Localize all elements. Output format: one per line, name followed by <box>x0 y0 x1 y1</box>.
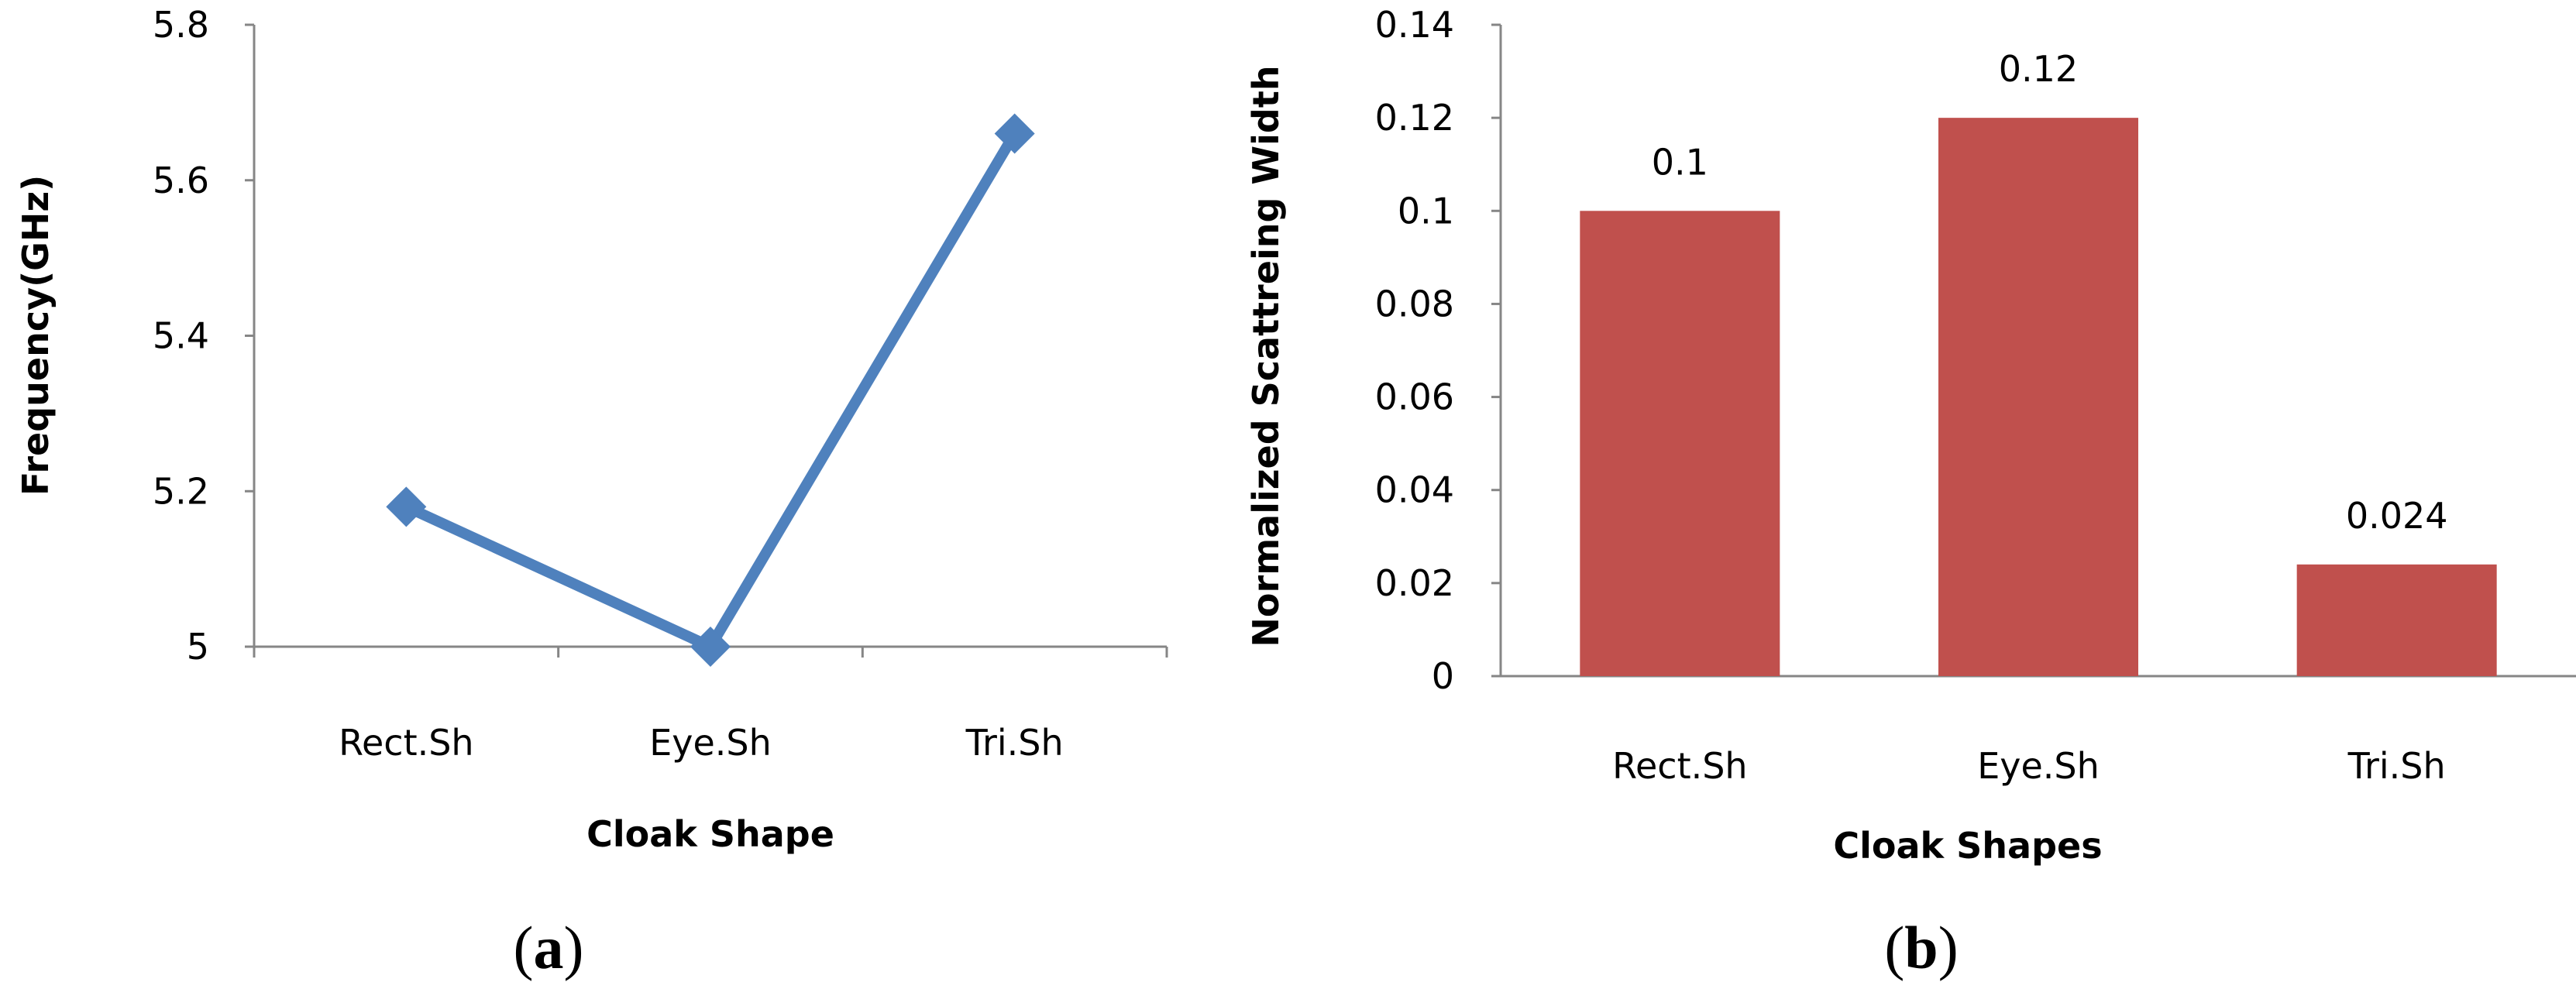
panel-label-open-paren: ( <box>1884 914 1904 981</box>
x-tick-label: Eye.Sh <box>649 722 772 764</box>
data-point-marker <box>994 113 1035 154</box>
x-tick-label: Tri.Sh <box>965 722 1064 764</box>
y-ticks: 0 0.02 0.04 0.06 0.08 0.1 0.12 0.14 <box>1375 4 1501 697</box>
panel-label-close-paren: ) <box>1938 914 1959 981</box>
y-tick-label: 0.02 <box>1375 562 1454 604</box>
y-tick-label: 0.1 <box>1398 190 1454 232</box>
y-axis-title: Frequency(GHz) <box>15 175 57 496</box>
y-tick-label: 0.04 <box>1375 469 1454 511</box>
line-series <box>386 113 1035 667</box>
y-ticks: 5 5.2 5.4 5.6 5.8 <box>153 4 254 668</box>
y-tick-label: 0.08 <box>1375 283 1454 325</box>
panel-label-letter: a <box>534 914 564 981</box>
bar-value-label: 0.12 <box>1999 48 2078 90</box>
bar-chart-panel: 0 0.02 0.04 0.06 0.08 0.1 0.12 0.14 0.1 0.12 0.02… <box>1245 4 2576 981</box>
bar-value-label: 0.024 <box>2346 495 2448 537</box>
x-axis-title: Cloak Shape <box>586 813 834 855</box>
y-tick-label: 5.2 <box>153 470 209 512</box>
y-tick-label: 0.06 <box>1375 376 1454 418</box>
panel-label-close-paren: ) <box>564 914 584 981</box>
x-tick-label: Tri.Sh <box>2347 745 2446 787</box>
x-ticks: Rect.Sh Eye.Sh Tri.Sh <box>1612 745 2446 787</box>
x-tick-label: Rect.Sh <box>1612 745 1748 787</box>
bar-series: 0.1 0.12 0.024 <box>1580 48 2497 677</box>
bar <box>1938 118 2138 677</box>
panel-label-open-paren: ( <box>514 914 534 981</box>
series-line <box>401 128 1020 652</box>
data-point-marker <box>386 486 427 527</box>
y-tick-label: 0.12 <box>1375 97 1454 139</box>
bar <box>2296 564 2497 676</box>
y-axis-title: Normalized Scattreing Width <box>1245 65 1287 647</box>
bar <box>1580 211 1780 676</box>
panel-label-b: (b) <box>1884 914 1958 981</box>
y-tick-label: 0 <box>1432 655 1454 697</box>
y-tick-label: 5.6 <box>153 160 209 201</box>
x-tick-label: Rect.Sh <box>339 722 474 764</box>
panel-label-letter: b <box>1904 914 1938 981</box>
panel-label-a: (a) <box>514 914 584 981</box>
bar-value-label: 0.1 <box>1652 141 1708 183</box>
line-chart-panel: 5 5.2 5.4 5.6 5.8 Rect.Sh Eye.Sh Tri.Sh Freque… <box>15 4 1168 981</box>
x-ticks: Rect.Sh Eye.Sh Tri.Sh <box>253 647 1168 764</box>
y-tick-label: 5.4 <box>153 315 209 357</box>
y-tick-label: 5.8 <box>153 4 209 46</box>
data-point-marker <box>690 627 731 667</box>
x-axis-title: Cloak Shapes <box>1833 825 2102 867</box>
y-tick-label: 5 <box>187 626 209 668</box>
y-tick-label: 0.14 <box>1375 4 1454 46</box>
x-tick-label: Eye.Sh <box>1977 745 2100 787</box>
